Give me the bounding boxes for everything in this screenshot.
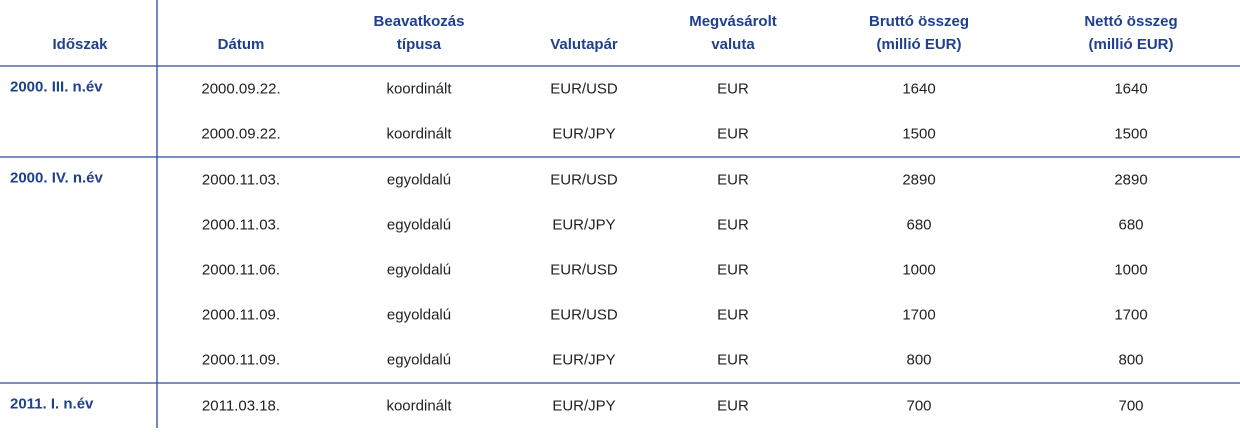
cell: EUR [717, 80, 749, 97]
cell: 700 [1118, 397, 1143, 414]
cell: EUR/JPY [552, 216, 615, 233]
column-header: (millió EUR) [877, 36, 962, 53]
cell: koordinált [386, 397, 452, 414]
cell: 2000.11.09. [202, 351, 280, 368]
column-header: Dátum [218, 36, 265, 53]
cell: 680 [906, 216, 931, 233]
column-header: Nettó összeg [1084, 13, 1177, 30]
column-header: (millió EUR) [1089, 36, 1174, 53]
cell: EUR [717, 261, 749, 278]
cell: egyoldalú [387, 306, 451, 323]
cell: 2890 [902, 171, 935, 188]
cell: EUR/JPY [552, 397, 615, 414]
cell: 680 [1118, 216, 1143, 233]
cell: koordinált [386, 80, 452, 97]
cell: EUR/USD [550, 80, 618, 97]
cell: egyoldalú [387, 261, 451, 278]
cell: EUR [717, 306, 749, 323]
cell: EUR [717, 125, 749, 142]
cell: EUR/USD [550, 171, 618, 188]
cell: 700 [906, 397, 931, 414]
period-label: 2000. III. n.év [10, 78, 103, 95]
cell: 2000.11.09. [202, 306, 280, 323]
cell: 2000.11.03. [202, 171, 280, 188]
cell: egyoldalú [387, 171, 451, 188]
cell: 800 [906, 351, 931, 368]
cell: EUR [717, 397, 749, 414]
cell: egyoldalú [387, 351, 451, 368]
column-header: Beavatkozás [374, 13, 465, 30]
cell: 1700 [902, 306, 935, 323]
cell: egyoldalú [387, 216, 451, 233]
period-label: 2000. IV. n.év [10, 169, 104, 186]
cell: koordinált [386, 125, 452, 142]
cell: 1640 [1114, 80, 1147, 97]
cell: 2000.09.22. [201, 80, 280, 97]
cell: EUR [717, 216, 749, 233]
cell: 1500 [1114, 125, 1147, 142]
column-header: Bruttó összeg [869, 13, 969, 30]
cell: 1640 [902, 80, 935, 97]
cell: EUR [717, 351, 749, 368]
column-header: Valutapár [550, 36, 618, 53]
cell: EUR/JPY [552, 125, 615, 142]
cell: 2011.03.18. [202, 397, 280, 414]
cell: EUR/JPY [552, 351, 615, 368]
cell: 2000.11.06. [202, 261, 280, 278]
cell: 2890 [1114, 171, 1147, 188]
cell: EUR [717, 171, 749, 188]
cell: EUR/USD [550, 261, 618, 278]
period-label: 2011. I. n.év [10, 395, 94, 412]
cell: 1000 [902, 261, 935, 278]
column-header: Időszak [52, 36, 108, 53]
cell: 1000 [1114, 261, 1147, 278]
column-header: Megvásárolt [689, 13, 777, 30]
column-header: típusa [397, 36, 442, 53]
cell: 2000.11.03. [202, 216, 280, 233]
cell: 800 [1118, 351, 1143, 368]
cell: EUR/USD [550, 306, 618, 323]
cell: 2000.09.22. [201, 125, 280, 142]
column-header: valuta [711, 36, 755, 53]
cell: 1700 [1114, 306, 1147, 323]
cell: 1500 [902, 125, 935, 142]
